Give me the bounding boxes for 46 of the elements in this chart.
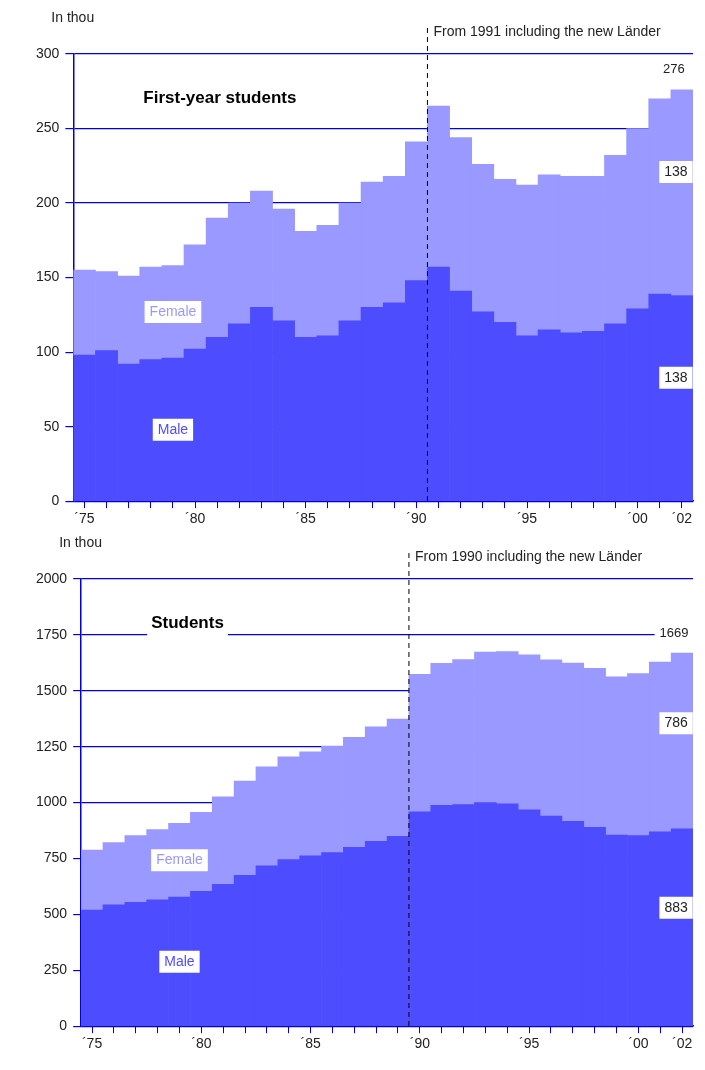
x-tick-label: ´85	[300, 1035, 321, 1052]
y-tick-label: 2000	[35, 569, 68, 586]
series-label: Female	[156, 851, 204, 868]
x-tick-label: ´95	[516, 510, 538, 527]
x-tick-label: ´80	[191, 1035, 212, 1052]
y-tick-label: 1250	[35, 737, 68, 754]
x-tick-label: ´00	[628, 1035, 649, 1052]
series-label: Male	[157, 420, 189, 437]
y-tick-label: 0	[59, 1017, 68, 1034]
x-tick-label: ´80	[184, 510, 206, 527]
x-tick-label: ´75	[81, 1035, 103, 1052]
x-tick-label: ´75	[74, 510, 95, 527]
x-tick-label: ´90	[409, 1035, 431, 1052]
y-tick-label: 750	[43, 849, 68, 866]
y-tick-label: 250	[36, 119, 60, 136]
data-label: 138	[664, 162, 688, 179]
data-label: 138	[664, 368, 688, 385]
data-label: 883	[664, 898, 688, 915]
y-tick-label: 50	[43, 417, 60, 434]
x-tick-label: ´95	[518, 1035, 540, 1052]
x-tick-label: ´00	[627, 510, 649, 527]
y-tick-label: 250	[43, 961, 68, 978]
ref-line-label: From 1990 including the new Länder	[414, 547, 643, 564]
y-tick-label: 150	[36, 268, 60, 285]
ref-line-label: From 1991 including the new Länder	[433, 22, 662, 39]
y-tick-label: 300	[36, 44, 60, 61]
y-tick-label: 1000	[35, 793, 68, 810]
x-tick-label: ´90	[406, 510, 427, 527]
series-label: Male	[164, 952, 195, 969]
y-axis-title: In thou	[51, 8, 95, 25]
x-tick-label: ´85	[295, 510, 317, 527]
text: Students	[151, 613, 224, 633]
y-axis-title: In thou	[59, 533, 102, 550]
x-tick-label: ´02	[671, 510, 693, 527]
y-tick-label: 1750	[35, 625, 68, 642]
y-tick-label: 500	[43, 905, 68, 922]
total-label: 1669	[659, 624, 689, 640]
y-tick-label: 200	[36, 193, 60, 210]
total-label: 276	[663, 61, 685, 77]
y-tick-label: 100	[36, 342, 60, 359]
y-tick-label: 1500	[35, 681, 68, 698]
series-label: Female	[149, 302, 197, 319]
x-tick-label: ´02	[671, 1035, 693, 1052]
y-tick-label: 0	[51, 492, 60, 509]
data-label: 786	[664, 714, 688, 731]
text: First-year students	[143, 88, 297, 108]
